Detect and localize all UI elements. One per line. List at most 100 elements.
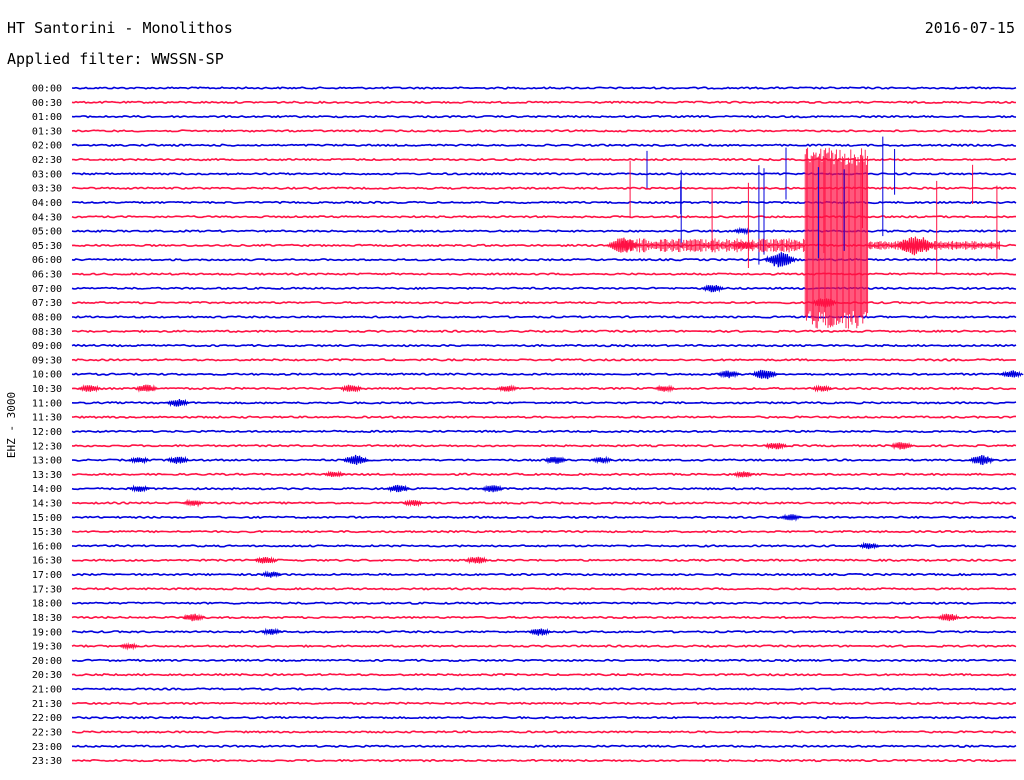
row-label-1030: 10:30 <box>32 384 62 395</box>
row-label-0630: 06:30 <box>32 270 62 281</box>
row-label-0330: 03:30 <box>32 184 62 195</box>
event-mark-34 <box>254 556 278 564</box>
row-label-2030: 20:30 <box>32 670 62 681</box>
event-mark-38 <box>937 613 961 622</box>
row-label-1430: 14:30 <box>32 498 62 509</box>
event-mark-40 <box>528 628 552 637</box>
channel-label: EHZ - 3000 <box>5 392 18 458</box>
row-label-2200: 22:00 <box>32 713 62 724</box>
row-label-0030: 00:30 <box>32 98 62 109</box>
row-label-0000: 00:00 <box>32 84 62 95</box>
event-mark-27 <box>128 484 150 493</box>
trace-2130 <box>71 701 1017 706</box>
trace-0300 <box>71 172 1017 176</box>
row-label-0600: 06:00 <box>32 255 62 266</box>
trace-1400 <box>71 486 1017 491</box>
row-label-0230: 02:30 <box>32 155 62 166</box>
trace-1830 <box>71 615 1017 620</box>
row-label-2300: 23:00 <box>32 742 62 753</box>
event-mark-30 <box>181 498 204 508</box>
row-label-2100: 21:00 <box>32 685 62 696</box>
trace-2000 <box>71 658 1017 663</box>
trace-0430 <box>71 215 1016 219</box>
trace-2030 <box>71 672 1017 677</box>
row-label-0100: 01:00 <box>32 112 62 123</box>
event-mark-9 <box>1000 370 1024 379</box>
event-mark-0 <box>732 226 753 236</box>
event-mark-35 <box>465 556 489 565</box>
trace-1730 <box>71 587 1017 591</box>
event-mark-26 <box>732 470 755 479</box>
row-label-1230: 12:30 <box>32 441 62 452</box>
event-mark-33 <box>858 541 881 550</box>
trace-0800 <box>72 315 1017 319</box>
row-label-1800: 18:00 <box>32 599 62 610</box>
row-labels: 00:00 00:30 01:00 01:30 02:00 02:30 03:00 03:30… <box>32 84 62 768</box>
event-mark-25 <box>323 470 345 478</box>
row-label-1000: 10:00 <box>32 370 62 381</box>
events <box>78 136 1024 651</box>
trace-1130 <box>71 415 1016 419</box>
trace-0200 <box>71 143 1017 147</box>
event-mark-2 <box>732 241 756 250</box>
trace-0830 <box>71 329 1017 333</box>
swarm-burst <box>804 147 869 329</box>
trace-0500 <box>71 229 1017 233</box>
row-label-0930: 09:30 <box>32 355 62 366</box>
row-label-1130: 11:30 <box>32 413 62 424</box>
event-mark-8 <box>751 369 778 380</box>
row-label-0130: 01:30 <box>32 126 62 137</box>
row-label-2000: 20:00 <box>32 656 62 667</box>
row-label-1500: 15:00 <box>32 513 62 524</box>
event-mark-4 <box>764 252 797 268</box>
row-label-0800: 08:00 <box>32 312 62 323</box>
event-mark-36 <box>260 570 283 578</box>
trace-0130 <box>71 129 1017 133</box>
row-label-1730: 17:30 <box>32 584 62 595</box>
trace-0730 <box>71 300 1017 305</box>
event-mark-41 <box>119 642 140 651</box>
row-label-1330: 13:30 <box>32 470 62 481</box>
trace-1530 <box>71 529 1017 534</box>
trace-2300 <box>72 744 1017 749</box>
row-label-0400: 04:00 <box>32 198 62 209</box>
row-label-1630: 16:30 <box>32 556 62 567</box>
trace-1430 <box>71 501 1017 505</box>
event-mark-22 <box>543 456 568 465</box>
event-mark-11 <box>134 384 159 393</box>
trace-2200 <box>71 715 1017 720</box>
row-label-0200: 02:00 <box>32 141 62 152</box>
event-mark-31 <box>402 499 424 508</box>
trace-0630 <box>71 272 1017 276</box>
row-label-1600: 16:00 <box>32 541 62 552</box>
row-label-1100: 11:00 <box>32 398 62 409</box>
trace-0000 <box>71 86 1017 90</box>
event-mark-13 <box>496 384 519 393</box>
trace-0700 <box>71 286 1017 291</box>
row-label-0700: 07:00 <box>32 284 62 295</box>
trace-1630 <box>71 558 1017 562</box>
row-label-0300: 03:00 <box>32 169 62 180</box>
row-label-0530: 05:30 <box>32 241 62 252</box>
trace-2230 <box>71 730 1017 734</box>
event-mark-7 <box>716 370 741 379</box>
event-mark-24 <box>968 455 996 466</box>
trace-0030 <box>71 100 1017 104</box>
event-mark-23 <box>590 455 613 465</box>
filter-label: Applied filter: WWSSN-SP <box>7 50 224 68</box>
event-mark-19 <box>128 456 150 465</box>
event-mark-14 <box>653 384 676 393</box>
row-label-1930: 19:30 <box>32 642 62 653</box>
event-mark-18 <box>889 441 914 450</box>
event-mark-28 <box>386 484 410 493</box>
row-label-2130: 21:30 <box>32 699 62 710</box>
row-label-0900: 09:00 <box>32 341 62 352</box>
trace-1930 <box>71 644 1017 648</box>
trace-0600 <box>71 257 1017 262</box>
event-mark-21 <box>342 454 369 465</box>
date-label: 2016-07-15 <box>924 19 1015 37</box>
row-label-2230: 22:30 <box>32 727 62 738</box>
trace-1700 <box>71 572 1017 577</box>
event-mark-32 <box>779 513 802 522</box>
